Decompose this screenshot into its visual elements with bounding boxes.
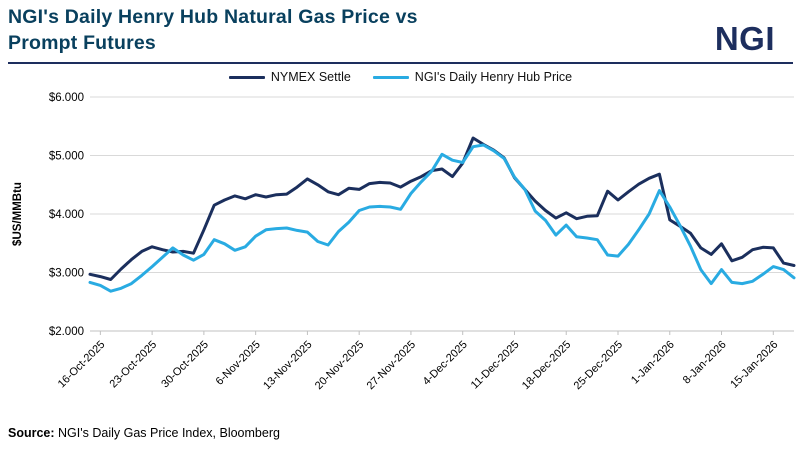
y-axis-tick-label: $3.000 [49, 268, 84, 280]
chart-header: NGI's Daily Henry Hub Natural Gas Price … [8, 4, 708, 56]
x-axis-tick-label: 4-Dec-2025 [421, 339, 470, 388]
legend-item-nymex-settle: NYMEX Settle [228, 70, 351, 84]
x-axis-tick-label: 25-Dec-2025 [572, 339, 625, 392]
source-label: Source: [8, 426, 55, 440]
source-note: Source: NGI's Daily Gas Price Index, Blo… [8, 426, 280, 440]
x-axis-tick-label: 23-Oct-2025 [108, 339, 160, 391]
legend-label-nymex-settle: NYMEX Settle [270, 70, 351, 84]
page-title-line-2: Prompt Futures [8, 32, 156, 54]
x-axis-tick-label: 8-Jan-2026 [681, 339, 729, 387]
chart-legend: NYMEX Settle NGI's Daily Henry Hub Price [0, 70, 801, 84]
x-axis-tick-label: 30-Oct-2025 [159, 339, 211, 391]
y-axis-tick-label: $2.000 [49, 326, 84, 338]
ngi-daily-price-line [88, 143, 796, 293]
y-axis-tick-label: $4.000 [49, 209, 84, 221]
x-axis-tick-label: 27-Nov-2025 [365, 339, 418, 392]
y-axis-tick-label: $5.000 [49, 151, 84, 163]
y-axis-tick-label: $6.000 [49, 92, 84, 104]
y-axis-title: $US/MMBtu [12, 182, 24, 246]
source-text: NGI's Daily Gas Price Index, Bloomberg [54, 426, 280, 440]
header-divider [8, 62, 793, 64]
nymex-settle-line [88, 136, 796, 281]
legend-label-ngi-daily-price: NGI's Daily Henry Hub Price [414, 70, 573, 84]
x-axis-tick-label: 20-Nov-2025 [313, 339, 366, 392]
ngi-logo: NGI [714, 20, 775, 57]
nymex-settle-line-swatch [228, 75, 265, 79]
x-axis-tick-label: 18-Dec-2025 [520, 339, 573, 392]
legend-item-ngi-daily-price: NGI's Daily Henry Hub Price [372, 70, 573, 84]
x-axis-tick-label: 16-Oct-2025 [56, 339, 108, 391]
x-axis-tick-label: 6-Nov-2025 [214, 339, 263, 388]
page-title-line-1: NGI's Daily Henry Hub Natural Gas Price … [8, 6, 418, 28]
x-axis-tick-label: 15-Jan-2026 [728, 339, 780, 391]
x-axis-tick-label: 11-Dec-2025 [469, 339, 522, 392]
x-axis-tick-label: 1-Jan-2026 [629, 339, 677, 387]
ngi-daily-price-line-swatch [372, 75, 409, 79]
x-axis-tick-label: 13-Nov-2025 [261, 339, 314, 392]
